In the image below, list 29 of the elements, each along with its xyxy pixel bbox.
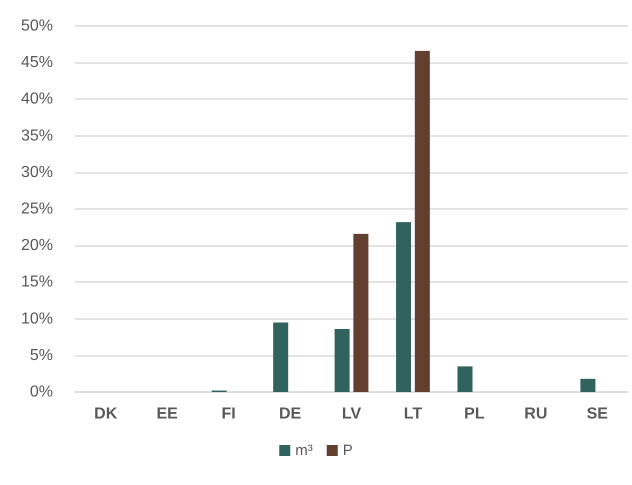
y-tick-label: 25% xyxy=(20,200,53,218)
legend-label: P xyxy=(342,442,353,459)
y-tick-label: 50% xyxy=(20,18,53,34)
x-tick-label: DE xyxy=(278,406,302,422)
x-tick-label: DK xyxy=(94,406,118,422)
bar xyxy=(396,222,412,392)
bar xyxy=(414,50,430,392)
y-tick-label: 45% xyxy=(20,54,53,72)
legend-label: m³ xyxy=(295,442,313,459)
x-tick-label: SE xyxy=(586,406,608,422)
y-tick-label: 40% xyxy=(20,90,53,108)
x-tick-label: LV xyxy=(342,406,362,422)
y-tick-label: 10% xyxy=(20,310,53,328)
x-tick-label: RU xyxy=(524,406,548,422)
bar xyxy=(457,366,473,392)
bar xyxy=(580,378,596,392)
y-tick-label: 35% xyxy=(20,127,53,144)
y-tick-label: 5% xyxy=(30,346,53,364)
y-tick-label: 0% xyxy=(30,384,53,400)
bar xyxy=(334,329,350,392)
bar xyxy=(353,234,368,392)
y-tick-label: 20% xyxy=(20,237,53,254)
bar xyxy=(273,322,288,392)
x-tick-label: FI xyxy=(222,406,236,422)
y-tick-label: 15% xyxy=(20,274,53,291)
x-tick-label: PL xyxy=(464,406,485,422)
x-tick-label: LT xyxy=(404,406,422,422)
y-tick-label: 30% xyxy=(20,164,53,181)
x-tick-label: EE xyxy=(156,406,178,422)
